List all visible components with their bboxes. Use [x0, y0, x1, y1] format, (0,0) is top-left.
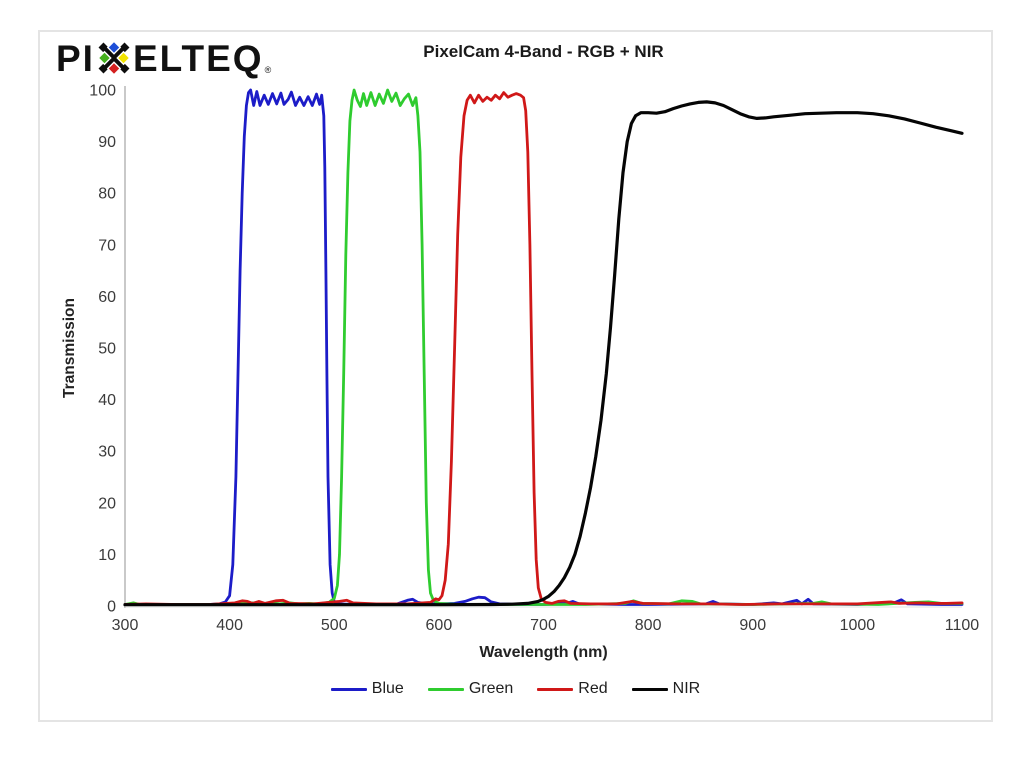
legend-item-red: Red	[537, 680, 608, 698]
spectral-transmission-plot: 0 10 20 30 40 50 60 70 80 90 100 300 400 500 600 700 800…	[89, 83, 980, 635]
x-tick-label: 1000	[840, 617, 876, 634]
legend-swatch-blue	[330, 687, 367, 691]
registered-mark: ®	[264, 65, 272, 75]
legend-item-green: Green	[427, 680, 514, 698]
series-line-blue	[123, 88, 964, 606]
chart-panel: 0 10 20 30 40 50 60 70 80 90 100 300 400 500 600 700 800…	[38, 30, 993, 722]
x-tick-label: 700	[530, 617, 557, 634]
y-tick-label: 60	[98, 289, 116, 306]
y-tick-label: 50	[98, 341, 116, 358]
legend-swatch-red	[537, 687, 574, 691]
pixelteq-logo: PI ELTEQ ®	[56, 38, 271, 78]
x-tick-label: 400	[216, 617, 243, 634]
x-tick-label: 900	[739, 617, 766, 634]
legend-label-blue: Blue	[371, 680, 404, 697]
series-line-red	[123, 91, 964, 606]
legend-label-nir: NIR	[672, 680, 701, 697]
logo-text-prefix: PI	[56, 37, 95, 79]
logo-text-suffix: ELTEQ	[132, 37, 264, 79]
series-line-nir	[123, 100, 964, 607]
x-tick-label: 800	[635, 617, 662, 634]
legend: Blue Green Red NIR	[40, 680, 991, 698]
y-tick-label: 100	[89, 83, 116, 100]
x-tick-label: 300	[112, 617, 139, 634]
legend-label-green: Green	[468, 680, 514, 697]
y-tick-label: 70	[98, 237, 116, 254]
y-tick-label: 30	[98, 444, 116, 461]
pixelteq-x-icon	[97, 40, 131, 76]
x-tick-label: 500	[321, 617, 348, 634]
y-tick-label: 10	[98, 547, 116, 564]
y-tick-label: 40	[98, 392, 116, 409]
x-tick-label: 600	[426, 617, 453, 634]
x-axis-label: Wavelength (nm)	[479, 644, 608, 661]
legend-swatch-nir	[631, 687, 668, 691]
y-tick-label: 20	[98, 495, 116, 512]
legend-swatch-green	[427, 687, 464, 691]
legend-item-nir: NIR	[631, 680, 701, 698]
chart-title: PixelCam 4-Band - RGB + NIR	[423, 42, 664, 61]
legend-item-blue: Blue	[330, 680, 404, 698]
y-tick-label: 80	[98, 186, 116, 203]
legend-label-red: Red	[578, 680, 608, 697]
y-tick-label: 90	[98, 134, 116, 151]
y-axis-label: Transmission	[61, 298, 78, 398]
y-tick-label: 0	[107, 599, 116, 616]
x-tick-label: 1100	[945, 617, 980, 634]
series-line-green	[123, 88, 964, 606]
